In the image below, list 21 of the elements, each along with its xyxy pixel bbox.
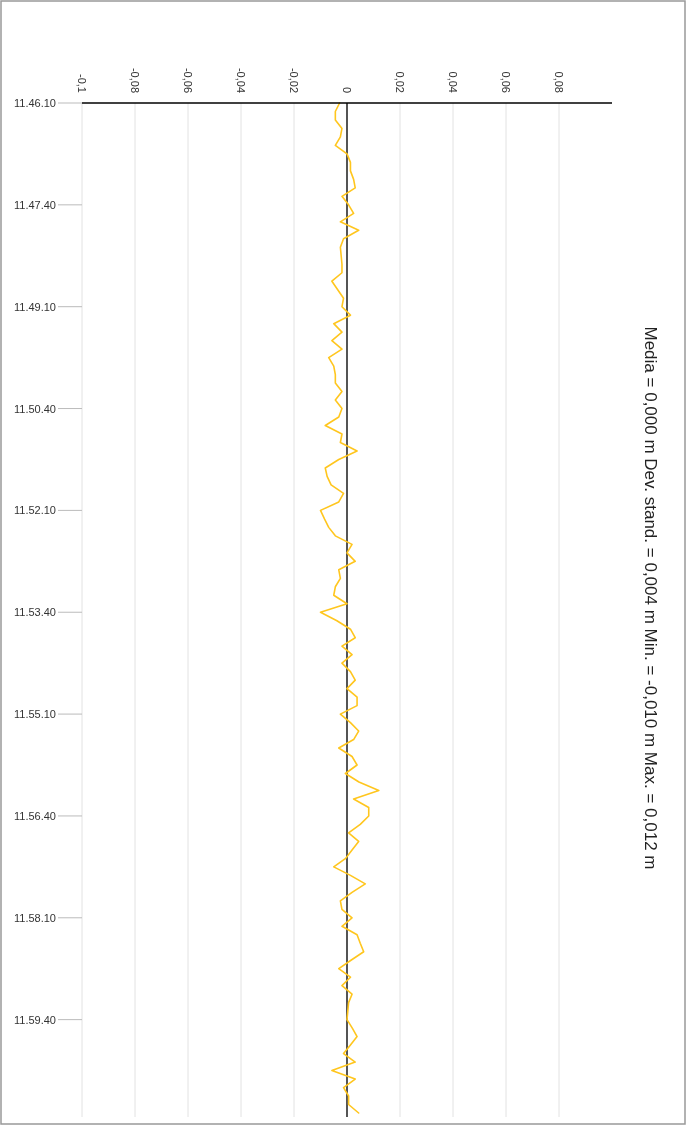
x-tick-label: 0 <box>341 86 353 93</box>
x-tick-label: 0,04 <box>447 71 459 93</box>
y-tick-label: 11.49.10 <box>13 300 56 313</box>
x-tick-label: -0,1 <box>76 74 88 93</box>
y-tick-label: 11.58.10 <box>13 911 56 924</box>
y-tick-label: 11.47.40 <box>13 198 56 211</box>
text: Media = 0,000 m Dev. stand. = 0,004 m Min. = -0,010 m Max. = 0,012 m <box>640 326 660 870</box>
x-tick-label: -0,02 <box>288 67 300 93</box>
y-tick-label: 11.55.10 <box>13 708 56 721</box>
y-tick-label: 11.53.40 <box>13 606 56 619</box>
y-tick-label: 11.50.40 <box>13 402 56 415</box>
x-tick-label: 0,02 <box>394 71 406 93</box>
y-tick-label: 11.56.40 <box>13 809 56 822</box>
x-tick-label: 0,06 <box>500 71 512 93</box>
x-tick-label: 0,08 <box>553 71 565 93</box>
x-tick-label: -0,08 <box>129 67 141 93</box>
y-tick-label: 11.52.10 <box>13 504 56 517</box>
x-tick-label: -0,06 <box>182 67 194 93</box>
y-tick-label: 11.46.10 <box>13 97 56 109</box>
y-tick-label: 11.59.40 <box>13 1013 56 1026</box>
x-tick-label: -0,04 <box>235 67 247 93</box>
